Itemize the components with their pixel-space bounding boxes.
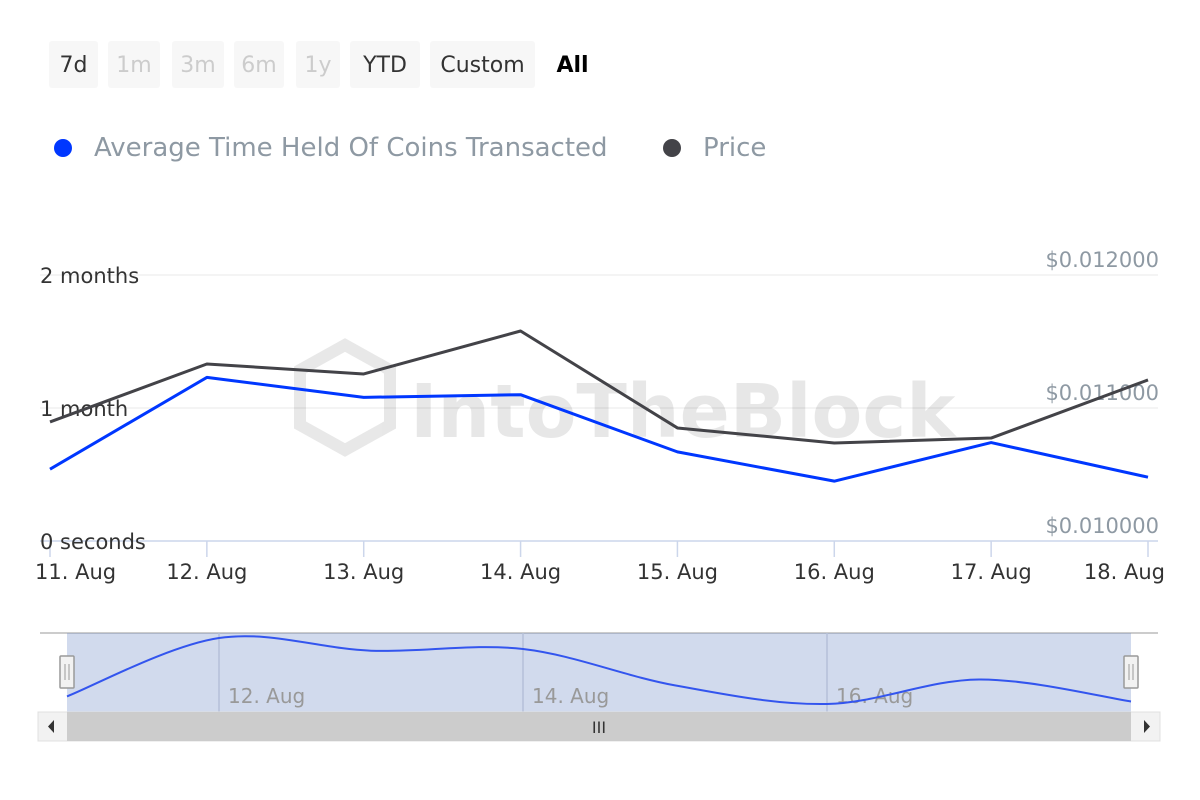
x-tick-label: 14. Aug (480, 560, 561, 584)
navigator-tick-label: 16. Aug (836, 684, 913, 708)
legend-label: Average Time Held Of Coins Transacted (94, 133, 608, 163)
right-axis-label: $0.012000 (1045, 248, 1159, 272)
series-line-price (49, 329, 1149, 445)
left-axis-label: 2 months (40, 264, 139, 288)
right-axis-label: $0.011000 (1045, 381, 1159, 405)
navigator-tick-label: 12. Aug (228, 684, 305, 708)
navigator-series-line (66, 635, 1132, 706)
left-axis-label: 0 seconds (40, 530, 146, 554)
range-button-custom[interactable]: Custom (430, 41, 535, 88)
x-tick-label: 11. Aug (35, 560, 116, 584)
handle-body (1123, 655, 1139, 689)
left-axis-label: 1 month (40, 397, 128, 421)
navigator-handle-left[interactable] (59, 655, 75, 689)
scrollbar-track[interactable] (37, 711, 1161, 742)
range-button-7d[interactable]: 7d (49, 41, 98, 88)
x-tick-label: 12. Aug (166, 560, 247, 584)
navigator-mask (67, 633, 1131, 712)
legend-item-price[interactable]: Price (663, 133, 766, 163)
x-tick-label: 16. Aug (794, 560, 875, 584)
x-tick-label: 13. Aug (323, 560, 404, 584)
legend-item-avg-time-held[interactable]: Average Time Held Of Coins Transacted (54, 133, 608, 163)
range-button-all[interactable]: All (556, 53, 589, 78)
x-tick-label: 18. Aug (1084, 560, 1165, 584)
scrollbar-thumb[interactable] (67, 712, 1131, 741)
watermark-text: IntoTheBlock (410, 369, 957, 455)
watermark-hexagon-icon (294, 338, 396, 457)
x-tick-label: 17. Aug (951, 560, 1032, 584)
range-button-3m: 3m (172, 41, 224, 88)
scrollbar-grip-icon: III (592, 718, 606, 737)
legend-label: Price (703, 133, 767, 163)
range-button-1m: 1m (108, 41, 160, 88)
scroll-right-arrow-icon[interactable] (1144, 720, 1150, 733)
handle-body (59, 655, 75, 689)
range-button-ytd[interactable]: YTD (350, 41, 420, 88)
right-axis-label: $0.010000 (1045, 514, 1159, 538)
legend-marker-icon (663, 139, 681, 157)
series-line-avg-time-held (49, 375, 1149, 483)
watermark-logo: IntoTheBlock (294, 338, 957, 457)
legend-marker-icon (54, 139, 72, 157)
x-tick-label: 15. Aug (637, 560, 718, 584)
scroll-left-arrow-icon[interactable] (48, 720, 54, 733)
navigator-handle-right[interactable] (1123, 655, 1139, 689)
range-button-6m: 6m (234, 41, 284, 88)
range-button-1y: 1y (296, 41, 340, 88)
navigator-tick-label: 14. Aug (532, 684, 609, 708)
